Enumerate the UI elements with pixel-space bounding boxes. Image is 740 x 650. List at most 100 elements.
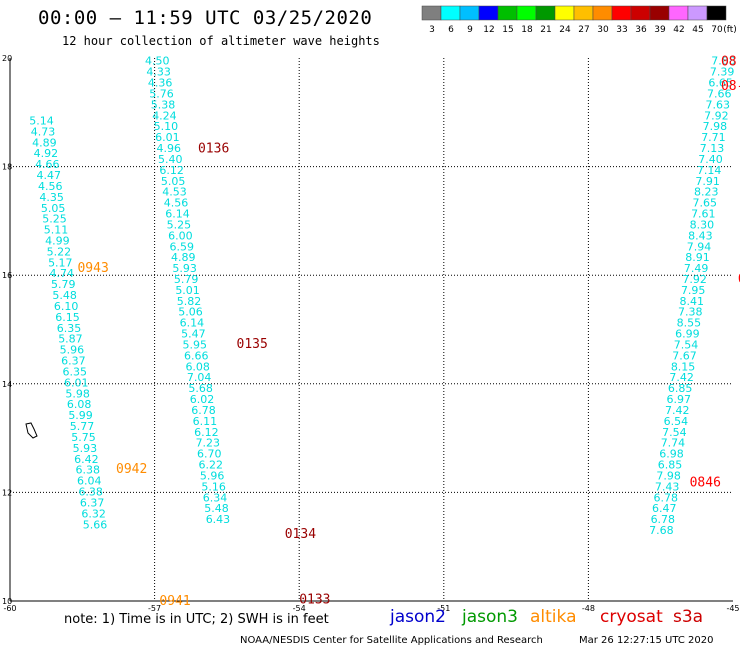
swh-value: 6.43 bbox=[206, 513, 231, 526]
swh-value: 4.99 bbox=[45, 235, 70, 248]
swh-value: 5.77 bbox=[70, 420, 95, 433]
legend-swatch bbox=[611, 5, 632, 21]
axis-ticks: -60 -57 -54 -51 -48 -45 20 18 16 14 12 10 bbox=[2, 54, 740, 613]
swh-value: 4.89 bbox=[32, 136, 57, 149]
swh-value: 4.53 bbox=[162, 186, 187, 199]
legend-swatch bbox=[573, 5, 594, 21]
swh-value: 4.47 bbox=[37, 169, 62, 182]
swh-value: 6.99 bbox=[675, 328, 700, 341]
swh-value: 5.68 bbox=[188, 382, 213, 395]
swh-value: 6.04 bbox=[77, 475, 102, 488]
legend-label: 42 bbox=[673, 25, 684, 35]
x-tick-label: -48 bbox=[582, 604, 595, 613]
swh-value: 5.14 bbox=[29, 114, 53, 127]
y-tick-label: 12 bbox=[2, 488, 12, 497]
swh-value: 7.14 bbox=[697, 164, 722, 177]
pass-time-label: 0136 bbox=[198, 142, 229, 157]
swh-value: 7.43 bbox=[655, 480, 680, 493]
legend-swatch bbox=[516, 5, 537, 21]
swh-value: 4.56 bbox=[164, 197, 189, 210]
swh-value: 5.40 bbox=[158, 153, 183, 166]
swh-value: 5.05 bbox=[41, 202, 66, 215]
legend-label: 15 bbox=[502, 25, 513, 35]
legend-label: 33 bbox=[616, 25, 627, 35]
swh-value: 6.01 bbox=[155, 131, 180, 144]
swh-value: 7.91 bbox=[695, 175, 720, 188]
swh-value: 6.70 bbox=[197, 448, 222, 461]
swh-value: 7.94 bbox=[687, 240, 712, 253]
swh-value: 5.79 bbox=[174, 273, 199, 286]
swh-value: 6.59 bbox=[170, 240, 195, 253]
swh-value: 7.68 bbox=[649, 524, 674, 537]
x-tick-label: -45 bbox=[726, 604, 739, 613]
page-title: 00:00 – 11:59 UTC 03/25/2020 bbox=[38, 7, 373, 29]
y-tick-label: 10 bbox=[2, 597, 12, 606]
legend-swatch bbox=[497, 5, 518, 21]
color-legend: 3 6 9 12 15 18 21 24 27 30 33 36 39 42 45 70 (ft) bbox=[421, 5, 737, 35]
swh-value: 8.23 bbox=[694, 186, 719, 199]
pass-time-labels: 0136 0943 0135 0942 0134 0941 0133 08 08- 0845 084… bbox=[77, 55, 740, 609]
x-tick-label: -57 bbox=[148, 604, 161, 613]
legend-label: 36 bbox=[635, 25, 647, 35]
swh-value: 8.15 bbox=[671, 360, 696, 373]
swh-value: 6.12 bbox=[194, 426, 219, 439]
swh-value: 6.22 bbox=[198, 459, 223, 472]
swh-value: 6.08 bbox=[67, 398, 92, 411]
legend-label: 45 bbox=[692, 25, 703, 35]
swh-value: 6.11 bbox=[193, 415, 218, 428]
swh-value: 8.91 bbox=[685, 251, 710, 264]
swh-value: 5.25 bbox=[167, 218, 192, 231]
swh-value: 5.47 bbox=[181, 328, 206, 341]
swh-value: 5.05 bbox=[161, 175, 186, 188]
legend-swatch bbox=[630, 5, 651, 21]
swh-value: 6.85 bbox=[658, 459, 683, 472]
swh-value: 4.56 bbox=[38, 180, 63, 193]
footer-note: note: 1) Time is in UTC; 2) SWH is in fe… bbox=[64, 612, 329, 627]
swh-value: 6.10 bbox=[54, 300, 79, 313]
swh-value: 7.61 bbox=[691, 208, 716, 221]
legend-swatch bbox=[592, 5, 613, 21]
swh-value: 7.54 bbox=[674, 338, 699, 351]
swh-value: 7.63 bbox=[706, 98, 731, 111]
swh-value: 6.12 bbox=[159, 164, 184, 177]
swh-value: 5.96 bbox=[60, 344, 84, 357]
pass-time-label: 0134 bbox=[285, 527, 316, 542]
pass-time-label: 0133 bbox=[299, 592, 330, 607]
swh-value: 5.06 bbox=[178, 306, 203, 319]
swh-value: 6.66 bbox=[184, 349, 209, 362]
legend-swatch bbox=[535, 5, 556, 21]
swh-value: 6.37 bbox=[61, 355, 85, 368]
x-tick-label: -51 bbox=[437, 604, 450, 613]
swh-value: 6.65 bbox=[708, 77, 733, 90]
legend-swatch bbox=[421, 5, 442, 21]
legend-label: 21 bbox=[540, 25, 551, 35]
pass-time-label: 0942 bbox=[116, 462, 147, 477]
swh-value: 7.38 bbox=[678, 306, 703, 319]
swh-value: 8.55 bbox=[677, 317, 702, 330]
swh-value: 6.78 bbox=[653, 491, 678, 504]
swh-value: 6.54 bbox=[664, 415, 689, 428]
mission-jason2: jason2 bbox=[390, 607, 446, 627]
swh-value: 6.85 bbox=[668, 382, 693, 395]
pass-time-label: 0135 bbox=[237, 337, 268, 352]
legend-label: 9 bbox=[467, 25, 473, 35]
swh-value: 7.92 bbox=[682, 273, 707, 286]
pass-time-label: 08- bbox=[721, 79, 740, 94]
swh-value: 5.99 bbox=[68, 409, 93, 422]
legend-swatch bbox=[440, 5, 461, 21]
swh-value: 6.08 bbox=[185, 360, 210, 373]
swh-values: 4.504.334.365.765.384.245.106.014.965.40… bbox=[29, 55, 736, 537]
swh-value: 5.95 bbox=[183, 338, 208, 351]
legend-label: (ft) bbox=[723, 25, 737, 35]
legend-label: 27 bbox=[578, 25, 589, 35]
plot-frame bbox=[9, 58, 733, 602]
swh-value: 6.98 bbox=[659, 448, 684, 461]
y-tick-label: 14 bbox=[2, 380, 12, 389]
swh-value: 7.98 bbox=[703, 120, 728, 133]
swh-value: 6.02 bbox=[190, 393, 215, 406]
swh-value: 4.74 bbox=[50, 267, 75, 280]
legend-swatch bbox=[649, 5, 670, 21]
swh-value: 5.66 bbox=[83, 518, 108, 531]
